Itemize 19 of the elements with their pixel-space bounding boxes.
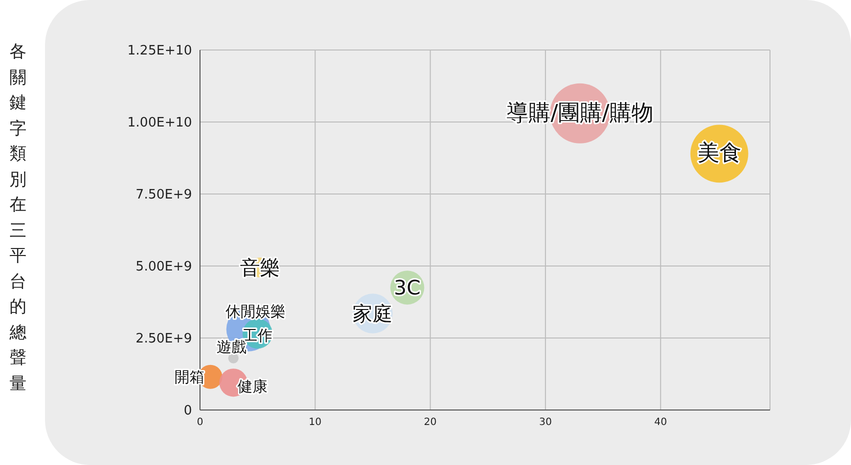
series-label: 休閒娛樂 (225, 302, 286, 320)
series-label: 家庭 (352, 302, 393, 326)
x-tick-label: 30 (539, 417, 552, 428)
y-tick-label: 1.00E+10 (127, 116, 192, 131)
series-label: 健康 (237, 378, 268, 396)
y-tick-label: 1.25E+10 (127, 44, 192, 59)
series-label: 導購/團購/購物 (506, 100, 654, 126)
x-tick-label: 10 (308, 417, 322, 428)
y-tick-label: 5.00E+9 (136, 260, 192, 275)
y-tick-label: 0 (184, 404, 192, 419)
x-tick-label: 40 (654, 417, 667, 428)
text: 各關鍵字類別在三平台的總聲量 (10, 42, 26, 394)
x-tick-label: 20 (424, 417, 437, 428)
x-tick-label: 0 (196, 417, 204, 428)
y-tick-label: 7.50E+9 (136, 188, 192, 203)
y-tick-label: 2.50E+9 (136, 332, 192, 347)
series-label: 音樂 (240, 255, 280, 280)
series-label: 3C (394, 276, 421, 300)
series-label: 美食 (697, 141, 742, 166)
